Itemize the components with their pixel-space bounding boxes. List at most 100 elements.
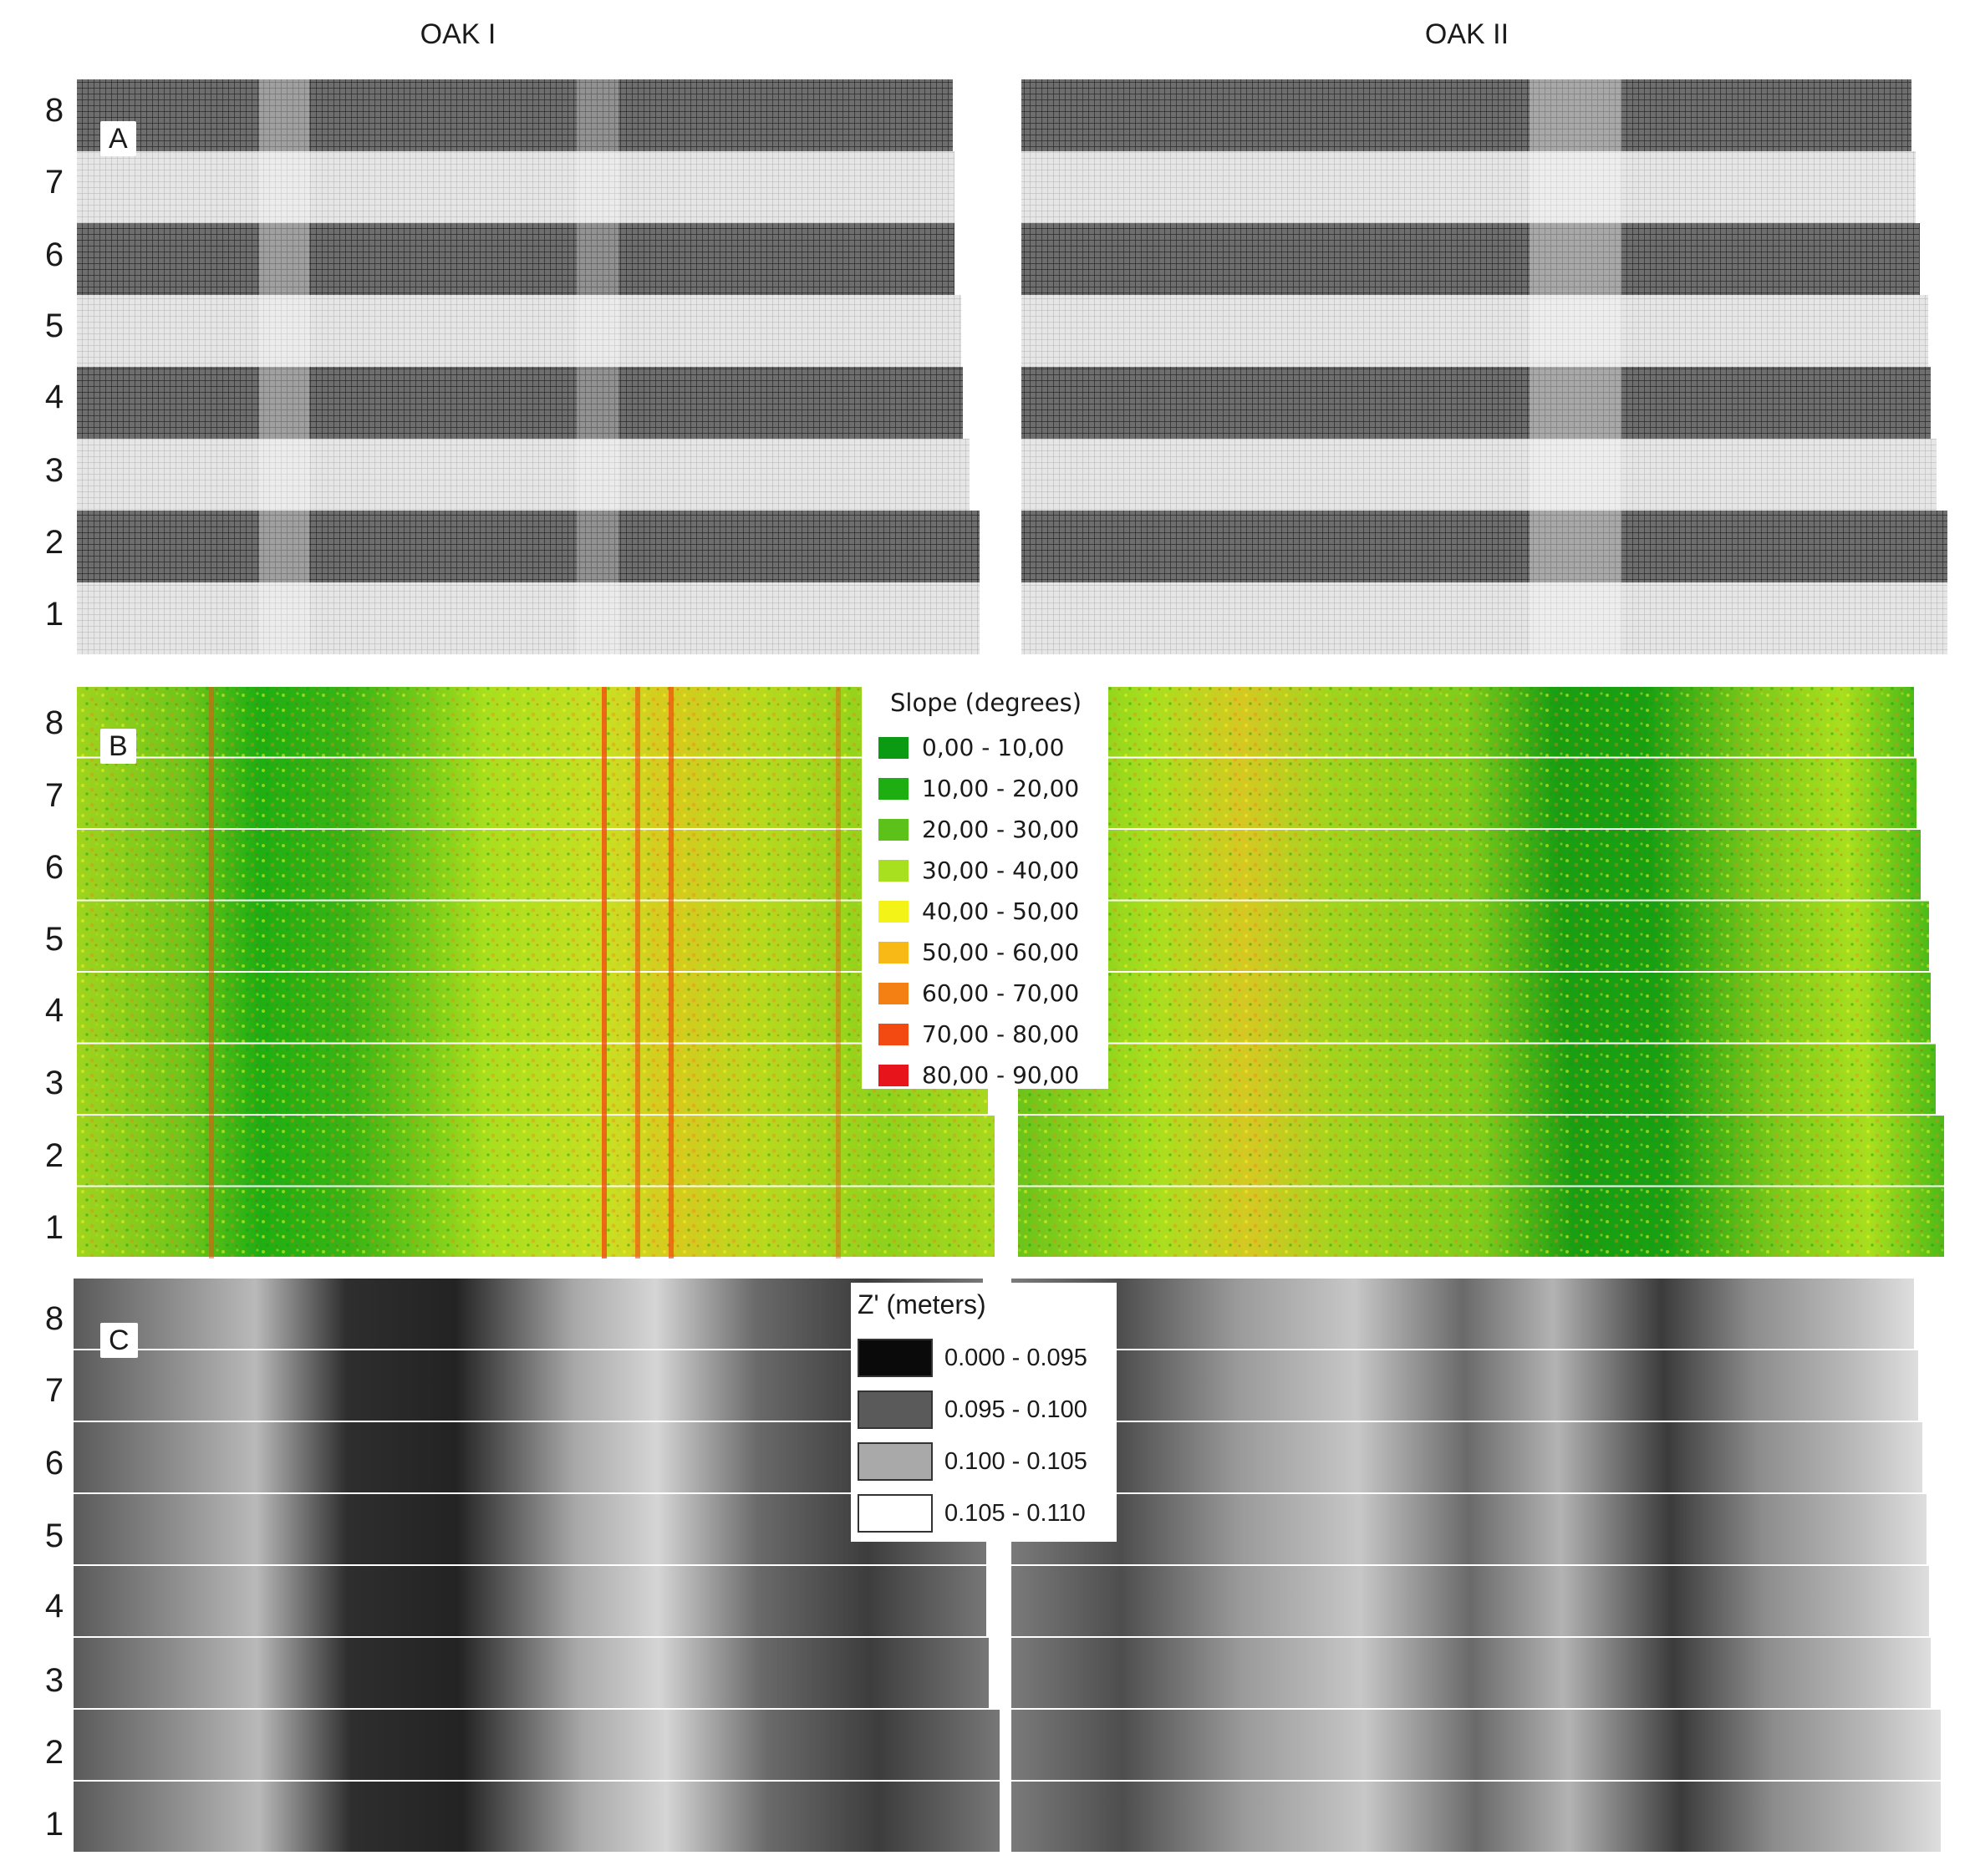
hillshade-strip-oak-i [77, 439, 970, 511]
slope-channel-line [836, 687, 841, 1258]
slope-strip-texture [1018, 758, 1916, 828]
row-number-a-4: 4 [44, 379, 64, 415]
elevation-legend-label: 0.105 - 0.110 [944, 1499, 1086, 1527]
hillshade-strip-oak-ii [1021, 439, 1937, 511]
hillshade-ridge [1530, 367, 1621, 439]
slope-strip-texture [1018, 1187, 1944, 1257]
hillshade-ridge [259, 511, 309, 582]
slope-strip-texture [1018, 1044, 1936, 1114]
elevation-strip-oak-i [74, 1279, 983, 1349]
row-number-a-7: 7 [44, 164, 64, 201]
elevation-strip-oak-ii [1011, 1494, 1927, 1564]
hillshade-ridge [1530, 582, 1621, 654]
hillshade-strip-oak-ii [1021, 295, 1928, 367]
elevation-strip-oak-i [74, 1350, 985, 1421]
row-number-a-6: 6 [44, 236, 64, 273]
elevation-legend-item: 0.100 - 0.105 [858, 1436, 1110, 1487]
elevation-legend-swatch [858, 1494, 933, 1533]
elevation-legend-label: 0.100 - 0.105 [944, 1447, 1087, 1475]
slope-strip-texture [1018, 901, 1929, 971]
elevation-strip-oak-ii [1011, 1279, 1914, 1349]
hillshade-ridge [259, 223, 309, 295]
panel-b-slope-strips [77, 687, 1944, 1258]
slope-legend-item: 40,00 - 50,00 [870, 891, 1100, 932]
hillshade-ridge [577, 439, 618, 511]
elevation-legend-item: 0.000 - 0.095 [858, 1332, 1110, 1384]
hillshade-ridge [577, 151, 618, 223]
slope-legend-item: 70,00 - 80,00 [870, 1014, 1100, 1055]
slope-channel-line [602, 687, 607, 1258]
hillshade-ridge [1530, 295, 1621, 367]
slope-channel-line [669, 687, 674, 1258]
hillshade-ridge [259, 439, 309, 511]
slope-strip-texture [1018, 1116, 1944, 1186]
elevation-strip-oak-i [74, 1638, 989, 1708]
elevation-strip-oak-ii [1011, 1566, 1929, 1636]
slope-legend-label: 80,00 - 90,00 [922, 1061, 1080, 1089]
elevation-legend-swatch [858, 1390, 933, 1429]
panel-a-hillshade-strips [77, 79, 1947, 654]
slope-legend-item: 10,00 - 20,00 [870, 768, 1100, 809]
slope-legend-item: 60,00 - 70,00 [870, 973, 1100, 1014]
slope-strip-texture [77, 758, 988, 828]
hillshade-ridge [577, 582, 618, 654]
hillshade-strip-oak-ii [1021, 79, 1911, 151]
slope-strip-texture [77, 973, 988, 1043]
slope-legend-label: 50,00 - 60,00 [922, 938, 1080, 966]
hillshade-strip-oak-i [77, 223, 954, 295]
elevation-legend-swatch [858, 1339, 933, 1377]
elevation-legend: Z' (meters) 0.000 - 0.095 0.095 - 0.100 0.… [851, 1283, 1117, 1542]
hillshade-ridge [1530, 511, 1621, 582]
row-number-b-3: 3 [44, 1065, 64, 1101]
row-number-b-6: 6 [44, 849, 64, 886]
elevation-strip-oak-ii [1011, 1638, 1931, 1708]
slope-legend-item: 20,00 - 30,00 [870, 809, 1100, 850]
row-number-b-4: 4 [44, 992, 64, 1029]
row-number-b-5: 5 [44, 921, 64, 958]
slope-legend-swatch [878, 1064, 909, 1086]
hillshade-strip-oak-ii [1021, 151, 1916, 223]
panel-label-a: A [100, 121, 136, 156]
slope-strip-texture [1018, 687, 1914, 757]
hillshade-ridge [1530, 439, 1621, 511]
slope-legend-swatch [878, 736, 909, 759]
slope-legend-label: 30,00 - 40,00 [922, 857, 1080, 884]
slope-channel-line [635, 687, 640, 1258]
row-number-c-6: 6 [44, 1445, 64, 1482]
row-number-c-7: 7 [44, 1372, 64, 1409]
hillshade-strip-oak-i [77, 151, 954, 223]
hillshade-ridge [577, 367, 618, 439]
elevation-legend-item: 0.095 - 0.100 [858, 1384, 1110, 1436]
slope-strip-texture [1018, 830, 1921, 900]
slope-legend-label: 20,00 - 30,00 [922, 816, 1080, 843]
row-number-a-5: 5 [44, 308, 64, 344]
hillshade-strip-oak-ii [1021, 223, 1920, 295]
slope-legend-swatch [878, 859, 909, 882]
hillshade-ridge [577, 223, 618, 295]
hillshade-strip-oak-ii [1021, 582, 1947, 654]
hillshade-strip-oak-i [77, 511, 980, 582]
slope-legend-item: 80,00 - 90,00 [870, 1055, 1100, 1096]
elevation-legend-item: 0.105 - 0.110 [858, 1487, 1110, 1539]
hillshade-strip-oak-i [77, 79, 953, 151]
elevation-strip-oak-i [74, 1422, 985, 1492]
slope-legend-label: 60,00 - 70,00 [922, 979, 1080, 1007]
hillshade-ridge [577, 79, 618, 151]
row-number-c-4: 4 [44, 1588, 64, 1624]
slope-legend-label: 40,00 - 50,00 [922, 897, 1080, 925]
slope-legend-swatch [878, 900, 909, 923]
slope-legend-label: 0,00 - 10,00 [922, 734, 1065, 761]
row-number-c-8: 8 [44, 1300, 64, 1337]
slope-legend-item: 0,00 - 10,00 [870, 727, 1100, 768]
row-number-a-1: 1 [44, 596, 64, 633]
elevation-strip-oak-i [74, 1494, 986, 1564]
row-number-c-3: 3 [44, 1662, 64, 1699]
hillshade-ridge [1530, 223, 1621, 295]
elevation-strip-oak-ii [1011, 1350, 1918, 1421]
hillshade-strip-oak-ii [1021, 367, 1931, 439]
slope-legend-item: 30,00 - 40,00 [870, 850, 1100, 891]
column-title-oak-i: OAK I [420, 18, 496, 50]
hillshade-ridge [1530, 79, 1621, 151]
panel-c-elevation-strips [74, 1279, 1941, 1852]
